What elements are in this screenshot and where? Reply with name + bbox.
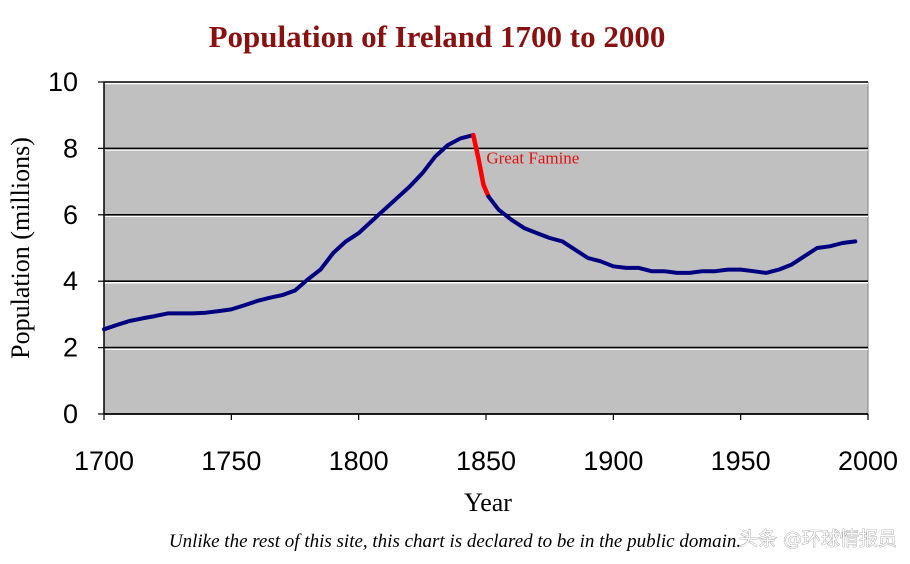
- y-tick-label: 10: [48, 67, 78, 97]
- plot-area: [103, 81, 869, 415]
- great-famine-annotation: Great Famine: [486, 149, 579, 168]
- chart-title: Population of Ireland 1700 to 2000: [209, 19, 666, 54]
- series-group: [102, 132, 858, 332]
- x-axis-label: Year: [464, 488, 512, 517]
- x-tick-label: 1850: [456, 446, 516, 476]
- y-tick-label: 2: [63, 333, 78, 363]
- x-tick-label: 2000: [838, 446, 898, 476]
- y-tick-labels: 0 2 4 6 8 10: [48, 67, 104, 429]
- series-line-population-0: [102, 133, 476, 332]
- x-tick-label: 1900: [583, 446, 643, 476]
- series-line-population-2: [486, 194, 858, 275]
- series-line-great-famine: [471, 132, 491, 199]
- watermark: 头条 @环球情报员: [739, 528, 897, 550]
- x-tick-label: 1800: [329, 446, 389, 476]
- x-tick-labels: 1700 1750 1800 1850 1900 1950 2000: [74, 414, 898, 476]
- y-axis-label: Population (millions): [6, 137, 35, 359]
- y-tick-label: 6: [63, 200, 78, 230]
- x-tick-label: 1950: [711, 446, 771, 476]
- y-tick-label: 4: [63, 266, 78, 296]
- y-tick-label: 0: [63, 399, 78, 429]
- y-tick-label: 8: [63, 133, 78, 163]
- footer-note: Unlike the rest of this site, this chart…: [169, 531, 741, 552]
- x-tick-label: 1700: [74, 446, 134, 476]
- x-tick-label: 1750: [201, 446, 261, 476]
